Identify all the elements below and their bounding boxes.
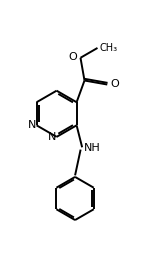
Text: O: O: [110, 79, 119, 89]
Text: NH: NH: [84, 143, 100, 153]
Text: CH₃: CH₃: [100, 43, 118, 53]
Text: O: O: [69, 52, 77, 62]
Text: N: N: [48, 132, 57, 142]
Text: N: N: [28, 120, 36, 130]
